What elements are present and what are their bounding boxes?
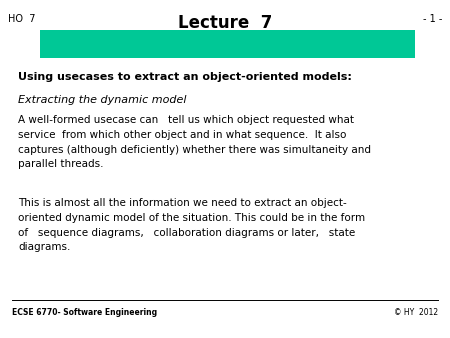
Text: A well-formed usecase can   tell us which object requested what
service  from wh: A well-formed usecase can tell us which … bbox=[18, 115, 371, 169]
Text: This is almost all the information we need to extract an object-
oriented dynami: This is almost all the information we ne… bbox=[18, 198, 365, 252]
Text: HO  7: HO 7 bbox=[8, 14, 36, 24]
Text: ECSE 6770- Software Engineering: ECSE 6770- Software Engineering bbox=[12, 308, 157, 317]
Text: - 1 -: - 1 - bbox=[423, 14, 442, 24]
Text: Using usecases to extract an object-oriented models:: Using usecases to extract an object-orie… bbox=[18, 72, 352, 82]
Text: Lecture  7: Lecture 7 bbox=[178, 14, 272, 32]
Text: © HY  2012: © HY 2012 bbox=[394, 308, 438, 317]
Bar bbox=[40, 30, 415, 58]
Text: Extracting the dynamic model: Extracting the dynamic model bbox=[18, 95, 186, 105]
